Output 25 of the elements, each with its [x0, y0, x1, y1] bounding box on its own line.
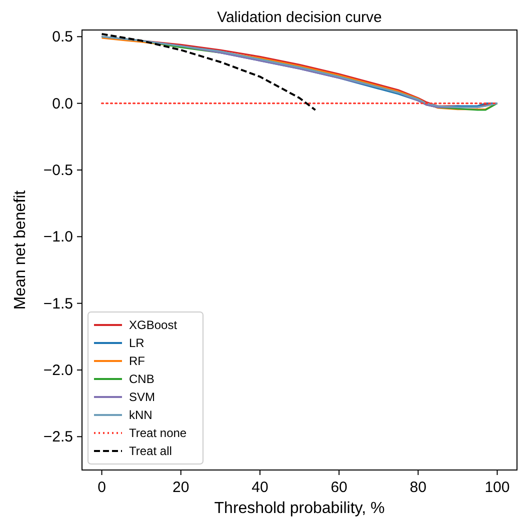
y-tick-label: −0.5 — [43, 162, 73, 179]
x-tick-label: 100 — [484, 479, 510, 496]
x-tick-label: 20 — [172, 479, 190, 496]
y-tick-label: 0.0 — [52, 95, 73, 112]
y-tick-label: −1.5 — [43, 295, 73, 312]
x-tick-label: 80 — [410, 479, 426, 496]
y-axis-title: Mean net benefit — [12, 190, 29, 310]
chart-title: Validation decision curve — [217, 9, 382, 26]
y-tick-label: 0.5 — [52, 28, 73, 46]
y-tick-label: −2.0 — [43, 362, 73, 379]
legend-label: Treat none — [129, 426, 187, 440]
legend-label: kNN — [129, 408, 152, 422]
legend-label: RF — [129, 354, 145, 368]
legend-label: Treat all — [129, 444, 172, 458]
legend-label: CNB — [129, 372, 154, 386]
x-tick-label: 0 — [98, 479, 106, 496]
legend-label: LR — [129, 336, 145, 350]
x-tick-label: 60 — [330, 479, 348, 496]
x-axis-title: Threshold probability, % — [214, 500, 385, 517]
legend-label: XGBoost — [129, 318, 178, 332]
y-tick-label: −2.5 — [43, 428, 73, 446]
legend-label: SVM — [129, 390, 156, 404]
y-tick-label: −1.0 — [43, 228, 73, 246]
line-series — [100, 33, 316, 111]
x-tick-label: 40 — [252, 479, 268, 496]
